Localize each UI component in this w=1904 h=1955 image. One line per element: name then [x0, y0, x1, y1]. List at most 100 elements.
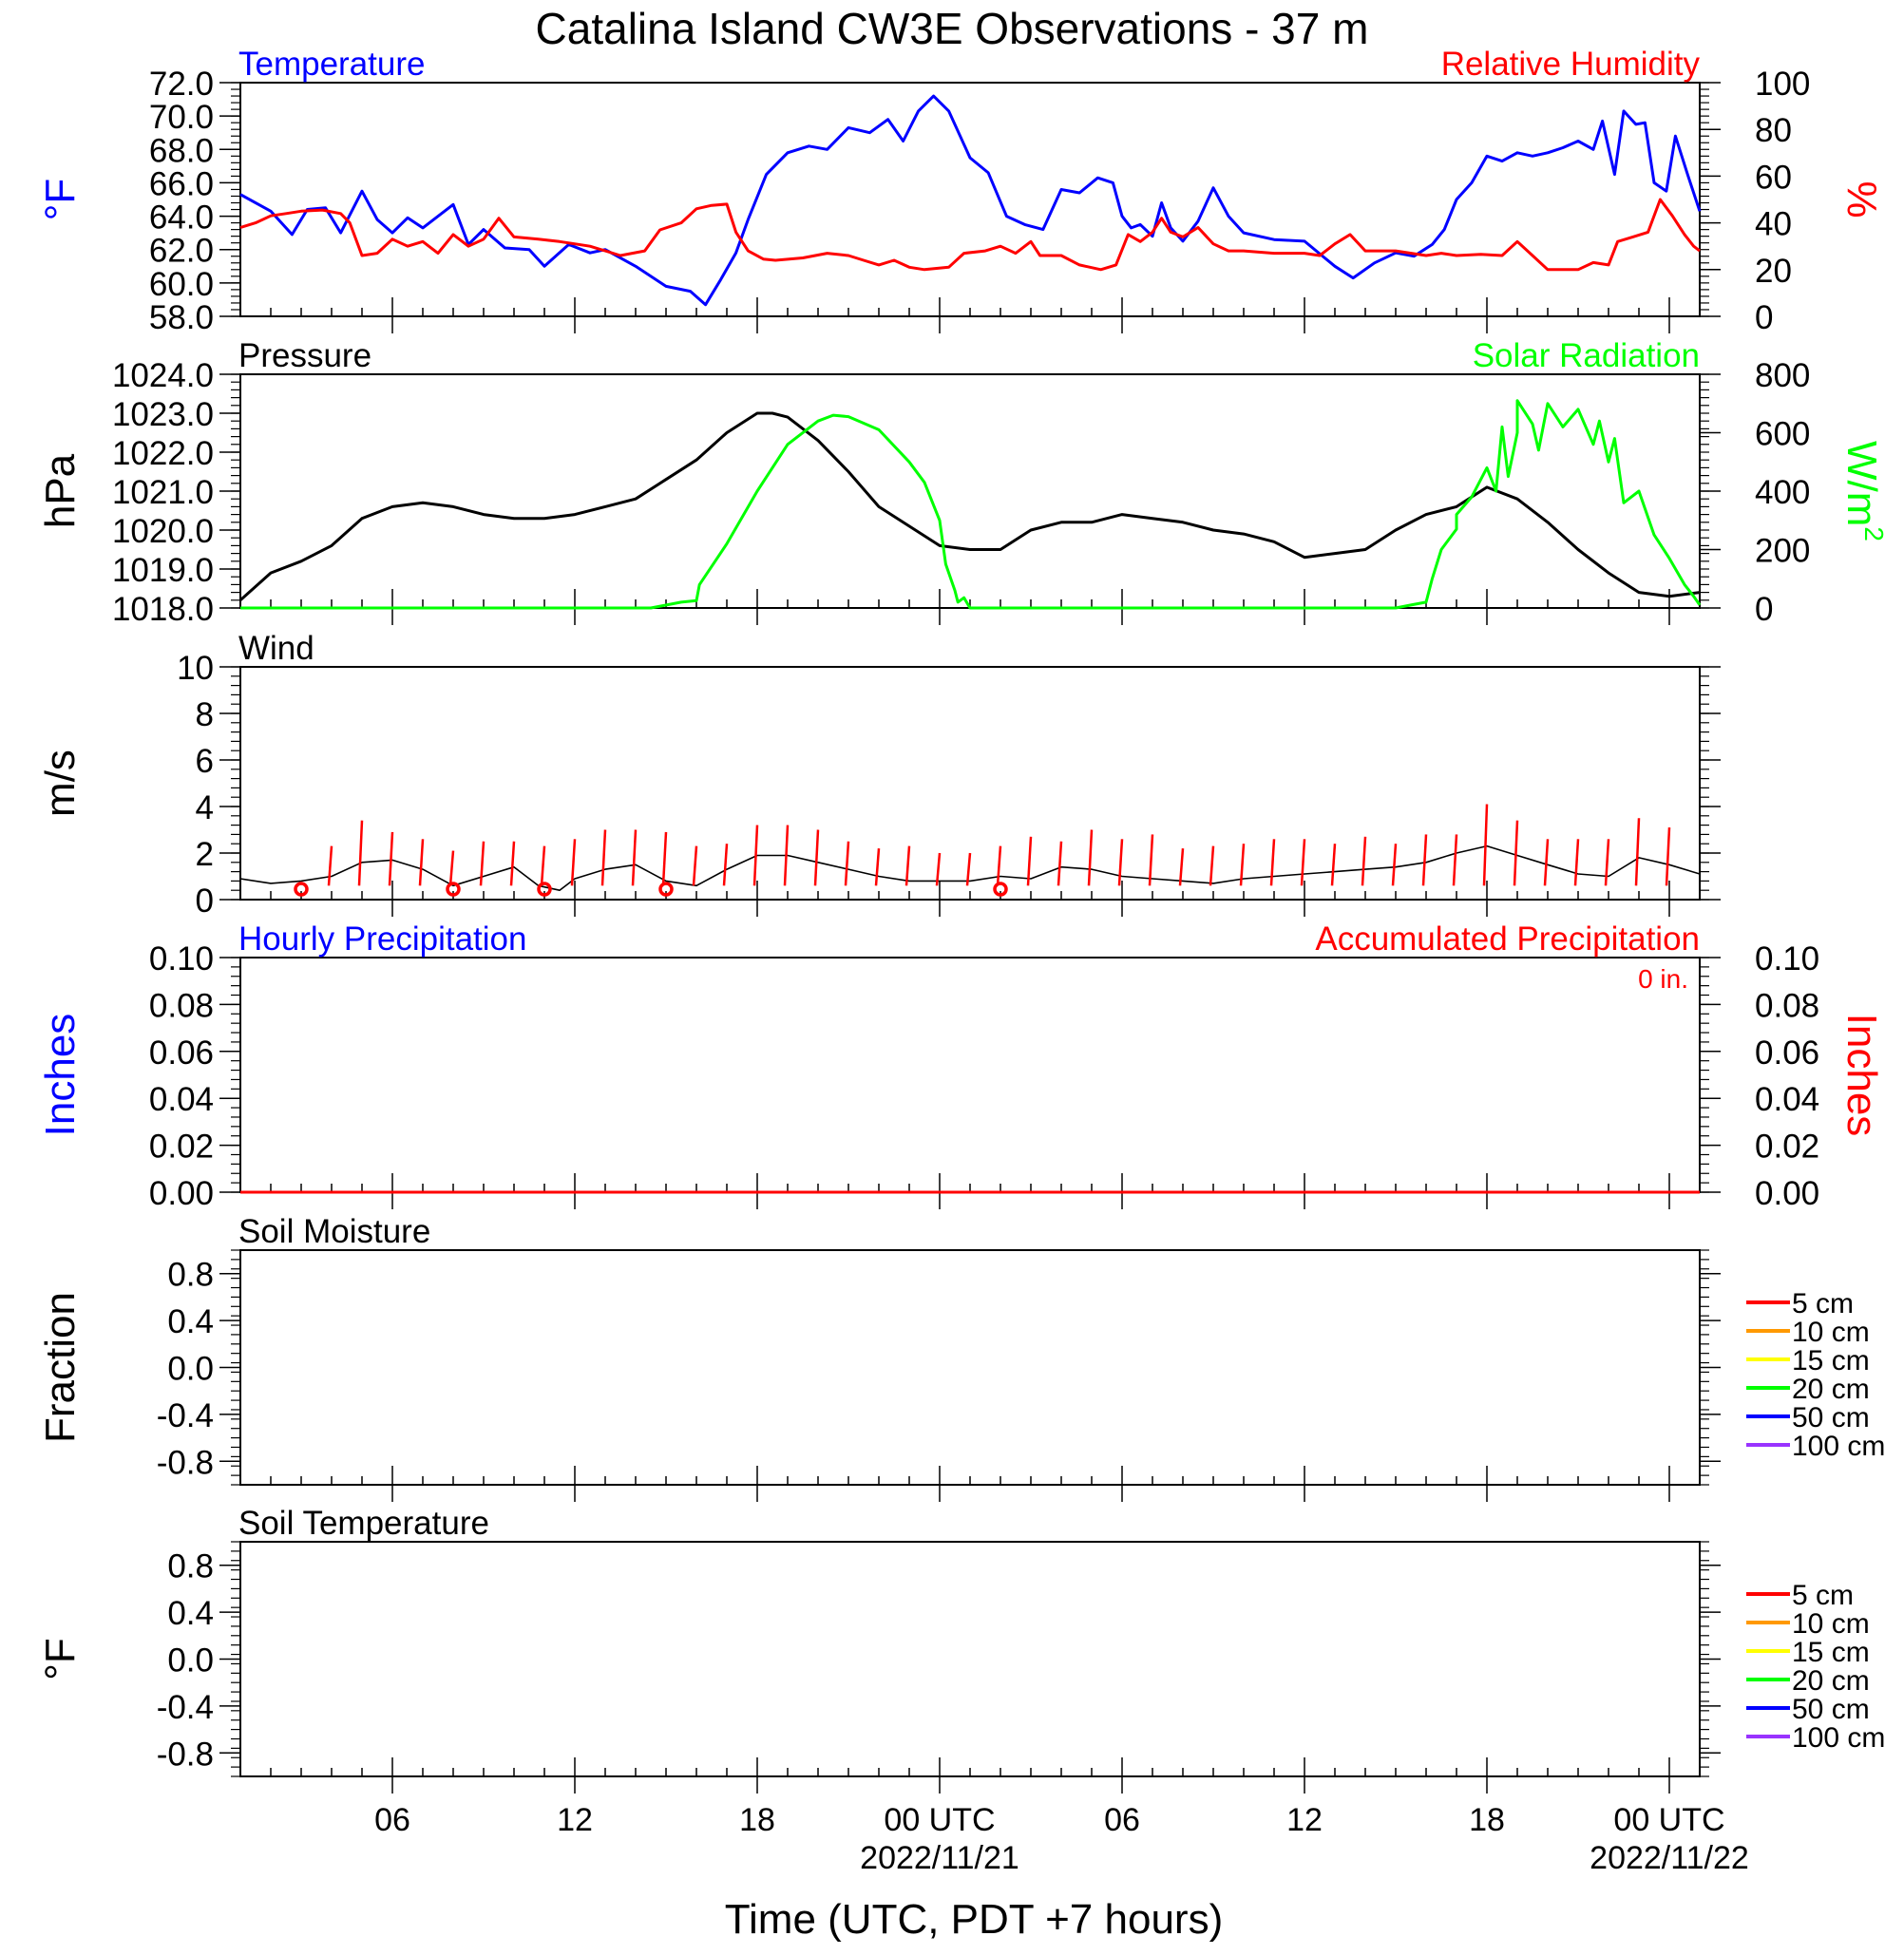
x-tick-label: 12: [557, 1802, 593, 1838]
y-tick-label-0: 66.0: [149, 165, 214, 202]
legend-label-4: 10 cm: [1792, 1317, 1870, 1348]
wind-barb: [1269, 839, 1276, 886]
legend-label-4: 50 cm: [1792, 1402, 1870, 1433]
wind-barb: [1239, 844, 1246, 886]
wind-barb: [1300, 839, 1306, 886]
y-axis-label-right-1: W/m2: [1838, 441, 1889, 541]
x-tick-label: 00 UTC: [884, 1802, 995, 1838]
y-tick-label-5: -0.4: [157, 1689, 214, 1726]
y-tick-label-1: 1018.0: [112, 591, 214, 628]
wind-barb: [692, 845, 698, 886]
wind-barb: [509, 841, 516, 886]
y-right-tick-label-1: 0: [1755, 591, 1773, 628]
legend-label-5: 20 cm: [1792, 1665, 1870, 1697]
y-tick-label-5: 0.8: [167, 1548, 214, 1585]
y-tick-label-0: 62.0: [149, 233, 214, 270]
y-axis-label-right-0: %: [1838, 180, 1885, 218]
y-tick-label-2: 4: [196, 789, 214, 826]
calm-wind-marker: [446, 882, 461, 897]
legend-label-5: 10 cm: [1792, 1608, 1870, 1640]
wind-barb: [874, 848, 881, 886]
y-tick-label-4: -0.4: [157, 1397, 214, 1434]
wind-barb: [1148, 834, 1154, 886]
legend-label-4: 5 cm: [1792, 1288, 1854, 1319]
y-tick-label-1: 1021.0: [112, 474, 214, 511]
y-right-tick-label-3: 0.06: [1755, 1034, 1819, 1072]
y-tick-label-5: -0.8: [157, 1736, 214, 1773]
y-axis-label-4: Fraction: [37, 1292, 84, 1443]
y-right-tick-label-0: 80: [1755, 112, 1792, 149]
y-tick-label-2: 10: [177, 650, 214, 687]
y-right-tick-label-0: 100: [1755, 66, 1810, 103]
y-tick-label-5: 0.4: [167, 1595, 214, 1632]
y-right-tick-label-1: 800: [1755, 357, 1810, 394]
series-line-1-0: [238, 411, 1701, 601]
y-axis-label-right-3: Inches: [1838, 1014, 1885, 1137]
y-tick-label-2: 0: [196, 883, 214, 920]
wind-barb: [661, 831, 668, 886]
y-right-tick-label-0: 0: [1755, 299, 1773, 336]
wind-barb: [1087, 829, 1094, 886]
x-date-label: 2022/11/21: [860, 1840, 1019, 1876]
wind-barb: [935, 852, 942, 886]
panel-title-3: Hourly Precipitation: [238, 921, 526, 958]
calm-wind-marker: [993, 882, 1008, 897]
panel-title-4: Soil Moisture: [238, 1213, 430, 1250]
x-tick-label: 18: [739, 1802, 775, 1838]
x-tick-label: 12: [1286, 1802, 1323, 1838]
y-tick-label-0: 70.0: [149, 99, 214, 136]
x-tick-label: 06: [1104, 1802, 1140, 1838]
y-tick-label-0: 58.0: [149, 299, 214, 336]
series-line-0-1: [239, 198, 1701, 272]
y-tick-label-1: 1023.0: [112, 396, 214, 433]
panel-title-2: Wind: [238, 630, 314, 667]
y-right-tick-label-0: 60: [1755, 159, 1792, 196]
wind-barb: [813, 829, 820, 886]
wind-barb: [844, 841, 850, 886]
accumulated-total-label: 0 in.: [1638, 964, 1688, 994]
legend-label-5: 5 cm: [1792, 1580, 1854, 1611]
y-tick-label-1: 1019.0: [112, 552, 214, 589]
calm-wind-marker: [537, 882, 552, 897]
y-tick-label-0: 64.0: [149, 199, 214, 237]
panel-title-0: Temperature: [238, 46, 425, 83]
wind-barb: [1604, 839, 1610, 886]
y-right-tick-label-1: 200: [1755, 533, 1810, 570]
y-tick-label-4: 0.4: [167, 1303, 214, 1340]
wind-barb: [965, 852, 972, 886]
wind-barb: [722, 844, 729, 886]
x-tick-label: 06: [374, 1802, 410, 1838]
wind-barb: [1482, 804, 1489, 886]
wind-barb: [1543, 839, 1550, 886]
panel-right-title-3: Accumulated Precipitation: [1315, 921, 1700, 958]
y-tick-label-1: 1020.0: [112, 513, 214, 550]
y-right-tick-label-3: 0.04: [1755, 1081, 1819, 1118]
wind-barb: [1209, 845, 1215, 886]
wind-barb: [1513, 820, 1519, 886]
panel-frame-3: [239, 957, 1701, 1193]
panel-title-5: Soil Temperature: [238, 1505, 489, 1542]
series-line-1-1: [240, 399, 1702, 610]
panel-title-1: Pressure: [238, 337, 371, 374]
panel-frame-4: [239, 1249, 1701, 1486]
series-line-0-0: [239, 94, 1702, 307]
wind-barb: [1361, 836, 1367, 886]
y-right-tick-label-0: 20: [1755, 253, 1792, 290]
series-line-2-0: [239, 845, 1701, 892]
y-tick-label-1: 1022.0: [112, 435, 214, 472]
y-right-tick-label-3: 0.00: [1755, 1175, 1819, 1212]
y-axis-label-3: Inches: [37, 1014, 84, 1137]
wind-barb: [1330, 844, 1337, 886]
legend-label-5: 100 cm: [1792, 1722, 1885, 1754]
panel-frame-0: [239, 82, 1701, 317]
y-tick-label-2: 2: [196, 836, 214, 873]
legend-label-5: 15 cm: [1792, 1637, 1870, 1668]
wind-barb: [1391, 844, 1398, 886]
wind-barb: [448, 850, 455, 886]
y-axis-label-right-sup: 2: [1859, 526, 1889, 541]
panel-right-title-1: Solar Radiation: [1473, 337, 1700, 374]
y-tick-label-4: -0.8: [157, 1444, 214, 1481]
legend-label-4: 100 cm: [1792, 1431, 1885, 1462]
panel-right-title-0: Relative Humidity: [1441, 46, 1701, 83]
y-tick-label-4: 0.0: [167, 1351, 214, 1388]
